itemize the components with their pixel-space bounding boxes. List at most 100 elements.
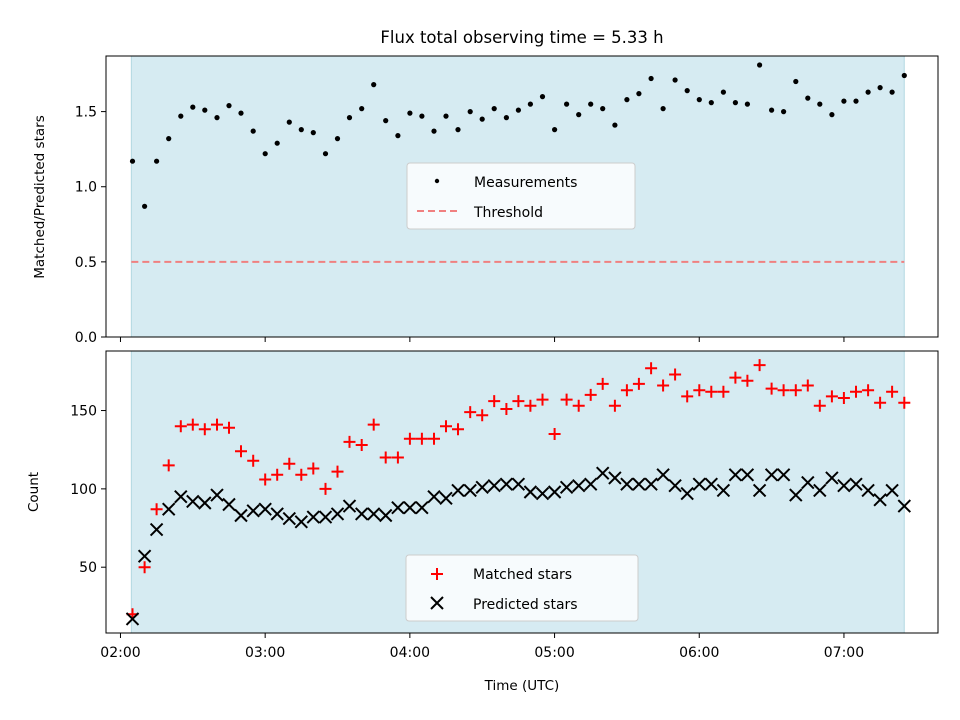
matched-star-point — [560, 393, 573, 406]
measurement-point — [286, 119, 292, 125]
matched-star-point — [825, 390, 838, 403]
matched-star-point — [307, 462, 320, 475]
matched-star-point — [476, 409, 489, 422]
matched-star-point — [415, 432, 428, 445]
matched-star-point — [464, 406, 477, 419]
top-x-ticks — [119, 337, 845, 342]
predicted-stars-points — [125, 466, 912, 626]
predicted-star-point — [366, 507, 381, 521]
matched-star-point — [295, 468, 308, 481]
matched-star-point — [512, 395, 525, 408]
bottom-y-tick-label: 150 — [70, 404, 97, 420]
matched-star-point — [645, 362, 658, 375]
top-y-ticks: 0.0 0.5 1.0 1.5 — [75, 105, 106, 346]
predicted-star-point — [535, 486, 550, 501]
predicted-star-point — [668, 478, 682, 493]
measurement-point — [817, 101, 823, 107]
measurement-point — [250, 128, 256, 134]
predicted-star-point — [258, 502, 272, 516]
top-y-tick-label: 1.5 — [75, 105, 97, 121]
measurement-point — [841, 98, 847, 104]
predicted-star-point — [632, 477, 646, 491]
measurement-point — [732, 100, 739, 106]
matched-star-point — [211, 418, 223, 431]
legend-predicted-label: Predicted stars — [473, 597, 578, 613]
measurement-point — [889, 89, 895, 95]
measurement-point — [371, 82, 377, 88]
top-y-tick-label: 1.0 — [75, 180, 97, 196]
predicted-star-point — [439, 491, 453, 506]
predicted-star-point — [306, 510, 321, 524]
matched-star-point — [584, 388, 597, 401]
matched-star-point — [693, 384, 706, 397]
predicted-star-point — [451, 483, 465, 498]
legend-measurements-label: Measurements — [474, 175, 577, 191]
measurement-point — [178, 113, 184, 119]
measurement-point — [624, 97, 630, 103]
measurement-point — [129, 158, 136, 164]
matched-star-point — [379, 451, 392, 464]
measurement-point — [757, 62, 763, 68]
bottom-x-tick-label: 05:00 — [534, 645, 574, 661]
measurement-point — [829, 112, 835, 118]
matched-star-point — [162, 459, 175, 472]
measurement-point — [346, 115, 353, 121]
measurement-point — [539, 94, 546, 100]
predicted-star-point — [764, 468, 779, 482]
predicted-star-point — [391, 500, 405, 515]
bottom-axes-frame — [105, 350, 939, 634]
measurement-point — [334, 136, 341, 142]
measurement-point — [503, 115, 509, 121]
measurement-point — [166, 136, 172, 142]
measurement-point — [612, 122, 618, 128]
measurement-point — [588, 101, 594, 107]
measurement-point — [226, 103, 232, 109]
matched-star-point — [403, 432, 416, 445]
measurement-point — [238, 110, 244, 116]
matched-star-point — [717, 385, 730, 398]
matched-star-point — [874, 396, 887, 409]
predicted-star-point — [246, 504, 260, 518]
predicted-star-point — [342, 499, 357, 513]
matched-star-point — [729, 371, 742, 384]
matched-star-point — [283, 457, 296, 470]
predicted-star-point — [378, 508, 393, 523]
predicted-star-point — [415, 500, 429, 515]
measurement-point — [467, 109, 473, 115]
predicted-star-point — [837, 478, 851, 493]
matched-star-point — [259, 473, 272, 486]
matched-star-point — [608, 399, 621, 412]
measurement-point — [564, 101, 570, 107]
matched-star-point — [367, 418, 380, 431]
predicted-star-point — [716, 483, 731, 498]
predicted-star-point — [161, 502, 176, 516]
measurement-point — [154, 158, 160, 164]
predicted-star-point — [318, 510, 333, 524]
predicted-star-point — [740, 468, 755, 482]
matched-star-point — [669, 368, 682, 381]
predicted-star-point — [294, 515, 309, 529]
measurement-point — [383, 118, 389, 124]
matched-star-point — [813, 399, 826, 412]
bottom-y-ticks: 50 100 150 — [70, 404, 106, 576]
matched-star-point — [271, 468, 284, 481]
bottom-x-tick-label: 06:00 — [679, 645, 719, 661]
matched-star-point — [452, 423, 464, 436]
top-y-axis-label: Matched/Predicted stars — [32, 115, 48, 278]
measurement-point — [660, 106, 666, 112]
measurement-point — [576, 112, 582, 118]
matched-star-point — [705, 385, 718, 398]
bottom-x-tick-label: 03:00 — [245, 645, 285, 661]
measurement-point — [443, 113, 449, 119]
measurement-point — [190, 104, 196, 110]
predicted-star-point — [186, 494, 200, 509]
matched-star-point — [198, 423, 211, 436]
predicted-star-point — [656, 468, 670, 482]
bottom-y-tick-label: 50 — [79, 560, 97, 576]
measurement-point — [636, 91, 642, 97]
measurement-point — [720, 89, 727, 95]
x-axis-label: Time (UTC) — [484, 678, 560, 694]
measurement-point — [901, 72, 907, 79]
measurement-point — [142, 203, 148, 209]
legend-predicted-marker — [430, 596, 444, 610]
